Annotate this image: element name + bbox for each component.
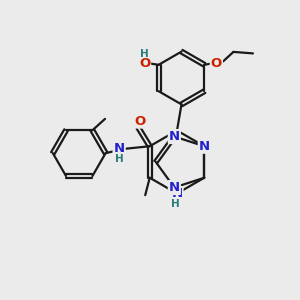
- Text: H: H: [140, 49, 149, 59]
- Text: H: H: [171, 199, 180, 209]
- Text: O: O: [211, 57, 222, 70]
- Text: N: N: [169, 130, 180, 143]
- Text: N: N: [199, 140, 210, 153]
- Text: N: N: [169, 181, 180, 194]
- Text: H: H: [115, 154, 124, 164]
- Text: O: O: [134, 115, 146, 128]
- Text: N: N: [114, 142, 125, 155]
- Text: N: N: [171, 187, 183, 200]
- Text: O: O: [139, 57, 150, 70]
